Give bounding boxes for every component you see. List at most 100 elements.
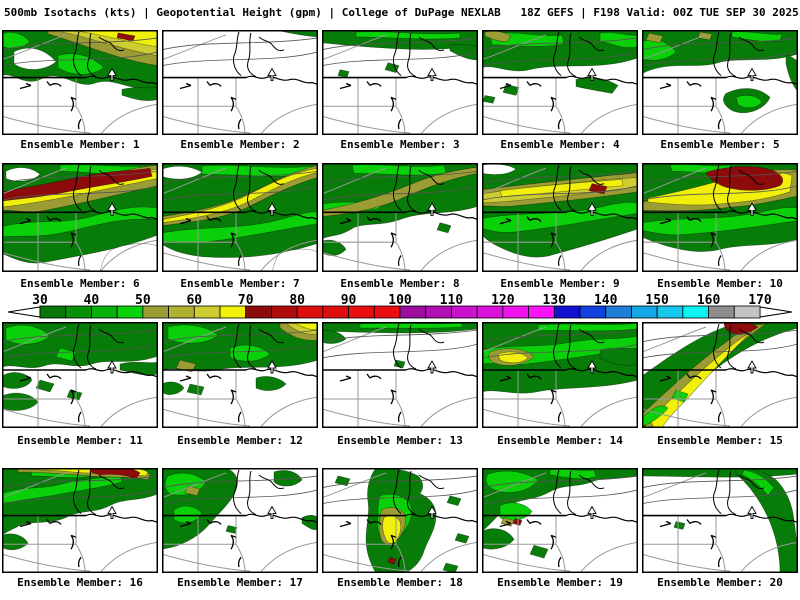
isotach-fill-region [162, 211, 318, 244]
isotach-fill-region [549, 469, 597, 479]
panel-label: Ensemble Member: 14 [497, 434, 623, 447]
colorbar-tick-label: 120 [491, 294, 515, 308]
base-map-lines [322, 163, 478, 272]
base-map-lines [482, 468, 638, 573]
ensemble-panel-1[interactable] [2, 30, 158, 135]
ensemble-panel-16[interactable] [2, 468, 158, 573]
isotach-map [162, 163, 318, 272]
base-map-lines [322, 468, 478, 573]
panel-label: Ensemble Member: 3 [340, 138, 460, 151]
isotach-map [642, 322, 798, 428]
isotach-fill-region [2, 473, 123, 504]
isotach-fill-region [741, 469, 775, 497]
isotach-map [482, 30, 638, 135]
ensemble-panel-18[interactable] [322, 468, 478, 573]
panel-label: Ensemble Member: 8 [340, 277, 460, 290]
colorbar-tick-label: 160 [697, 294, 721, 308]
colorbar-tick-label: 130 [543, 294, 567, 308]
ensemble-panel-20[interactable] [642, 468, 798, 573]
isotach-fill-region [337, 69, 350, 78]
isotach-fill-region [322, 330, 347, 344]
ensemble-panel-4[interactable] [482, 30, 638, 135]
base-map-lines [642, 468, 798, 573]
ensemble-panel-17[interactable] [162, 468, 318, 573]
isotach-fill-region [673, 521, 686, 530]
isotach-fill-region [387, 556, 397, 565]
base-map-lines [2, 163, 158, 272]
panel-label: Ensemble Member: 16 [17, 576, 143, 589]
panel-label: Ensemble Member: 13 [337, 434, 463, 447]
colorbar-right-arrow [759, 306, 793, 318]
base-map-lines [162, 468, 318, 573]
isotach-fill-region [735, 95, 763, 109]
isotach-fill-region [225, 525, 238, 534]
isotach-fill-region [301, 514, 318, 531]
ensemble-panel-5[interactable] [642, 30, 798, 135]
ensemble-panel-13[interactable] [322, 322, 478, 428]
isotach-fill-region [35, 379, 55, 393]
ensemble-panel-2[interactable] [162, 30, 318, 135]
panel-label: Ensemble Member: 11 [17, 434, 143, 447]
isotach-fill-region [55, 347, 77, 362]
base-map-lines [642, 30, 798, 135]
isotach-fill-region [5, 167, 41, 182]
isotach-fill-region [322, 166, 478, 217]
isotach-map [162, 30, 318, 135]
ensemble-panel-15[interactable] [642, 322, 798, 428]
isotach-fill-region [2, 32, 31, 49]
panel-label: Ensemble Member: 15 [657, 434, 783, 447]
panel-label: Ensemble Member: 4 [500, 138, 620, 151]
isotach-fill-region [116, 32, 136, 42]
isotach-fill-region [184, 485, 201, 497]
colorbar-tick-label: 70 [238, 294, 254, 308]
page-title: 500mb Isotachs (kts) | Geopotential Heig… [4, 6, 799, 19]
isotach-fill-region [705, 166, 784, 191]
ensemble-panel-11[interactable] [2, 322, 158, 428]
panel-label: Ensemble Member: 18 [337, 576, 463, 589]
base-map-lines [642, 163, 798, 272]
isotach-fill-region [273, 470, 303, 487]
isotach-fill-region [186, 383, 205, 396]
panel-label: Ensemble Member: 19 [497, 576, 623, 589]
isotach-fill-region [529, 544, 549, 559]
ensemble-panel-8[interactable] [322, 163, 478, 272]
isotach-map [642, 163, 798, 272]
isotach-map [162, 468, 318, 573]
panel-label: Ensemble Member: 17 [177, 576, 303, 589]
ensemble-panel-9[interactable] [482, 163, 638, 272]
isotach-fill-region [537, 322, 638, 332]
ensemble-panel-6[interactable] [2, 163, 158, 272]
isotach-fill-region [13, 48, 57, 70]
isotach-fill-region [322, 239, 347, 256]
colorbar-tick-label: 80 [289, 294, 305, 308]
ensemble-panel-3[interactable] [322, 30, 478, 135]
isotach-fill-region [99, 243, 158, 272]
colorbar-tick-label: 150 [645, 294, 669, 308]
colorbar-tick-label: 170 [748, 294, 772, 308]
isotach-fill-region [393, 359, 406, 369]
colorbar-tick-label: 30 [32, 294, 48, 308]
isotach-fill-region [2, 372, 33, 389]
ensemble-panel-10[interactable] [642, 163, 798, 272]
base-map-lines [482, 322, 638, 428]
isotach-map [2, 163, 158, 272]
ensemble-panel-19[interactable] [482, 468, 638, 573]
panel-label: Ensemble Member: 1 [20, 138, 140, 151]
base-map-lines [162, 30, 318, 135]
isotach-fill-region [162, 165, 203, 180]
isotach-fill-region [649, 330, 753, 428]
ensemble-panel-14[interactable] [482, 322, 638, 428]
isotach-map [642, 468, 798, 573]
isotach-map [482, 322, 638, 428]
isotach-fill-region [2, 468, 158, 536]
isotach-map [322, 30, 478, 135]
isotach-fill-region [436, 222, 452, 234]
isotach-colorbar: 30 40 50 60 70 80 90 100 110 120 130 140 150 160 170 [7, 294, 793, 319]
ensemble-panel-12[interactable] [162, 322, 318, 428]
base-map-lines [162, 163, 318, 272]
isotach-fill-region [175, 359, 197, 373]
isotach-fill-region [645, 32, 664, 44]
base-map-lines [322, 322, 478, 428]
ensemble-panel-7[interactable] [162, 163, 318, 272]
colorbar-tick-label: 140 [594, 294, 618, 308]
